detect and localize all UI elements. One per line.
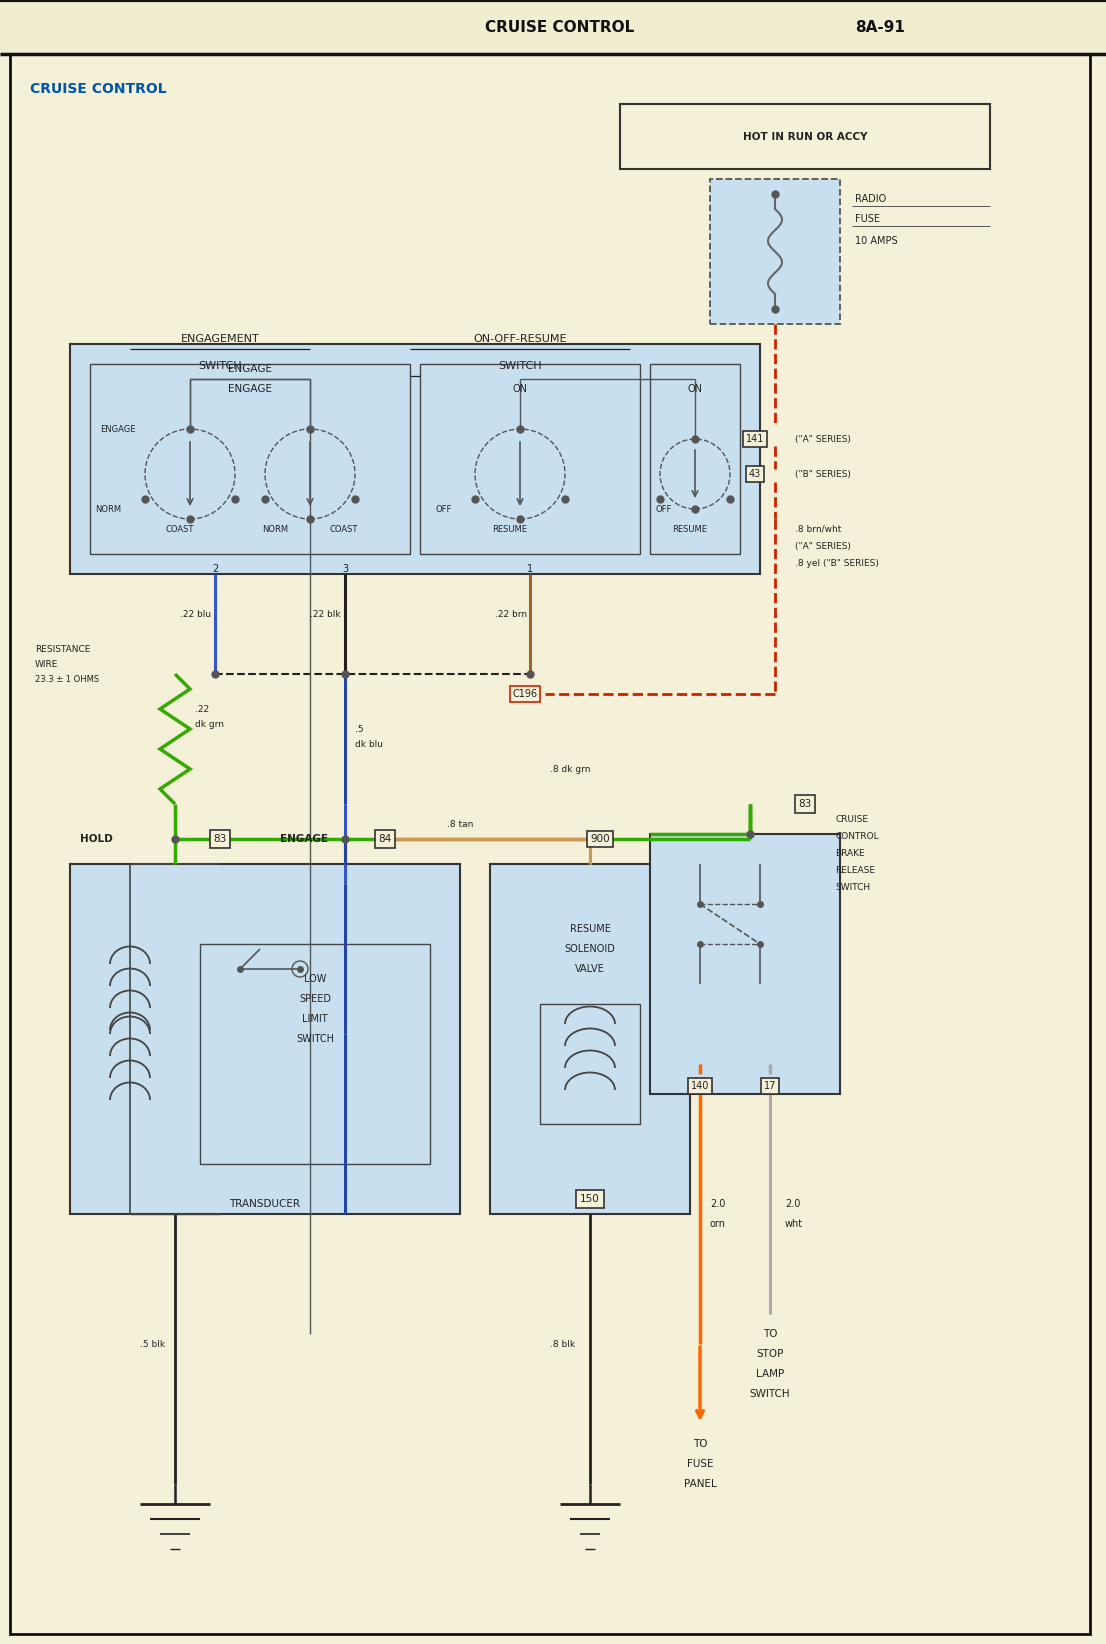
Text: .8 blk: .8 blk xyxy=(550,1340,575,1348)
Text: ENGAGE: ENGAGE xyxy=(228,363,272,373)
Text: NORM: NORM xyxy=(95,505,122,513)
Text: dk blu: dk blu xyxy=(355,740,383,748)
Text: ON: ON xyxy=(512,385,528,395)
Text: orn: orn xyxy=(710,1218,726,1230)
Text: SOLENOID: SOLENOID xyxy=(564,944,615,954)
Text: .22 blu: .22 blu xyxy=(180,610,211,618)
Text: PANEL: PANEL xyxy=(684,1480,717,1489)
Text: SPEED: SPEED xyxy=(299,995,331,1004)
FancyBboxPatch shape xyxy=(200,944,430,1164)
Text: BRAKE: BRAKE xyxy=(835,848,865,858)
FancyBboxPatch shape xyxy=(0,0,1106,54)
Text: 900: 900 xyxy=(591,834,609,843)
Text: .22: .22 xyxy=(195,705,209,713)
Text: 10 AMPS: 10 AMPS xyxy=(855,237,898,247)
Text: .22 brn: .22 brn xyxy=(495,610,528,618)
Text: wht: wht xyxy=(785,1218,803,1230)
Text: RESUME: RESUME xyxy=(672,524,708,534)
Text: ("A" SERIES): ("A" SERIES) xyxy=(795,434,851,444)
Text: COAST: COAST xyxy=(166,524,195,534)
Text: 150: 150 xyxy=(581,1194,599,1203)
FancyBboxPatch shape xyxy=(620,104,990,169)
Text: 43: 43 xyxy=(749,469,761,478)
FancyBboxPatch shape xyxy=(90,363,410,554)
Text: CONTROL: CONTROL xyxy=(835,832,878,840)
Text: RADIO: RADIO xyxy=(855,194,886,204)
FancyBboxPatch shape xyxy=(490,865,690,1213)
Text: LOW: LOW xyxy=(304,973,326,985)
Text: dk grn: dk grn xyxy=(195,720,225,728)
Text: STOP: STOP xyxy=(757,1350,784,1360)
Text: RESUME: RESUME xyxy=(492,524,528,534)
Text: 3: 3 xyxy=(342,564,348,574)
Text: .8 tan: .8 tan xyxy=(447,819,473,829)
Text: 83: 83 xyxy=(213,834,227,843)
Text: ON: ON xyxy=(688,385,702,395)
Text: 8A-91: 8A-91 xyxy=(855,20,905,35)
Text: CRUISE CONTROL: CRUISE CONTROL xyxy=(486,20,635,35)
Text: ("B" SERIES): ("B" SERIES) xyxy=(795,470,851,478)
Text: OFF: OFF xyxy=(655,505,671,513)
Text: 140: 140 xyxy=(691,1082,709,1092)
Text: .8 dk grn: .8 dk grn xyxy=(550,764,591,773)
Text: 1: 1 xyxy=(526,564,533,574)
Text: 23.3 ± 1 OHMS: 23.3 ± 1 OHMS xyxy=(35,674,100,684)
Text: NORM: NORM xyxy=(262,524,288,534)
Text: SWITCH: SWITCH xyxy=(750,1389,791,1399)
Text: FUSE: FUSE xyxy=(687,1458,713,1470)
Text: LAMP: LAMP xyxy=(755,1369,784,1379)
FancyBboxPatch shape xyxy=(70,344,760,574)
Text: HOT IN RUN OR ACCY: HOT IN RUN OR ACCY xyxy=(743,132,867,141)
Text: CRUISE CONTROL: CRUISE CONTROL xyxy=(30,82,167,95)
Text: 84: 84 xyxy=(378,834,392,843)
Text: CRUISE: CRUISE xyxy=(835,814,868,824)
Text: ENGAGE: ENGAGE xyxy=(100,424,136,434)
Text: ENGAGEMENT: ENGAGEMENT xyxy=(180,334,260,344)
Text: 83: 83 xyxy=(799,799,812,809)
Text: .5 blk: .5 blk xyxy=(140,1340,165,1348)
Text: .8 yel ("B" SERIES): .8 yel ("B" SERIES) xyxy=(795,559,879,567)
Text: TRANSDUCER: TRANSDUCER xyxy=(230,1198,301,1208)
Text: RELEASE: RELEASE xyxy=(835,865,875,875)
Text: .8 brn/wht: .8 brn/wht xyxy=(795,524,842,534)
Text: ON-OFF-RESUME: ON-OFF-RESUME xyxy=(473,334,566,344)
FancyBboxPatch shape xyxy=(650,834,839,1093)
Text: OFF: OFF xyxy=(435,505,451,513)
FancyBboxPatch shape xyxy=(710,179,839,324)
Text: ("A" SERIES): ("A" SERIES) xyxy=(795,541,851,551)
Text: .5: .5 xyxy=(355,725,364,733)
Text: C196: C196 xyxy=(512,689,538,699)
Text: SWITCH: SWITCH xyxy=(296,1034,334,1044)
Text: 2: 2 xyxy=(212,564,218,574)
Text: .22 blk: .22 blk xyxy=(310,610,341,618)
FancyBboxPatch shape xyxy=(70,865,460,1213)
Text: 2.0: 2.0 xyxy=(785,1198,801,1208)
Text: 17: 17 xyxy=(764,1082,776,1092)
FancyBboxPatch shape xyxy=(420,363,640,554)
Text: RESUME: RESUME xyxy=(570,924,611,934)
FancyBboxPatch shape xyxy=(10,54,1091,1634)
Text: RESISTANCE: RESISTANCE xyxy=(35,644,91,654)
Text: VALVE: VALVE xyxy=(575,963,605,973)
Text: 2.0: 2.0 xyxy=(710,1198,726,1208)
Text: TO: TO xyxy=(763,1328,778,1338)
Text: ENGAGE: ENGAGE xyxy=(280,834,328,843)
Text: WIRE: WIRE xyxy=(35,659,59,669)
Text: 141: 141 xyxy=(745,434,764,444)
Text: SWITCH: SWITCH xyxy=(198,362,242,372)
Text: COAST: COAST xyxy=(330,524,358,534)
Text: LIMIT: LIMIT xyxy=(302,1014,327,1024)
FancyBboxPatch shape xyxy=(650,363,740,554)
Text: SWITCH: SWITCH xyxy=(835,883,870,891)
Text: HOLD: HOLD xyxy=(80,834,113,843)
Text: TO: TO xyxy=(692,1438,707,1448)
Text: SWITCH: SWITCH xyxy=(498,362,542,372)
Text: ENGAGE: ENGAGE xyxy=(228,385,272,395)
Text: FUSE: FUSE xyxy=(855,214,880,224)
